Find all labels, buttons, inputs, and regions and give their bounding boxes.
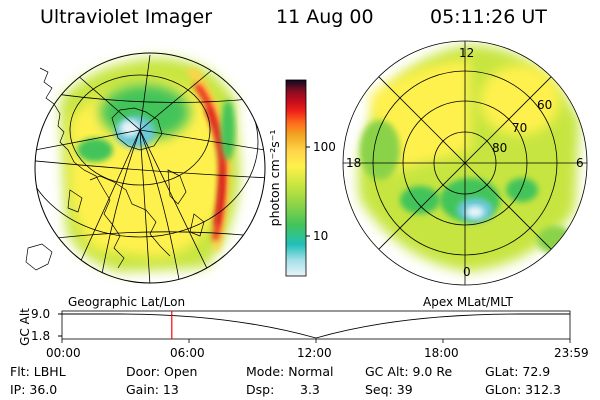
geographic-map bbox=[25, 52, 266, 284]
colorbar bbox=[285, 79, 310, 277]
colorbar-unit-label: photon cm⁻²s⁻¹ bbox=[266, 129, 282, 227]
door-status: Door: Open bbox=[126, 364, 198, 379]
filter-status: Flt: LBHL bbox=[10, 364, 66, 379]
time-tick-1200: 12:00 bbox=[297, 346, 332, 360]
gc-alt-status: GC Alt: 9.0 Re bbox=[365, 364, 453, 379]
colorbar-tick-10: 10 bbox=[313, 229, 329, 243]
glat-status: GLat: 72.9 bbox=[485, 364, 551, 379]
dsp-label: Dsp: bbox=[246, 382, 275, 397]
mlt-label-0: 0 bbox=[463, 265, 471, 279]
left-image-data bbox=[60, 57, 240, 272]
ip-status: IP: 36.0 bbox=[10, 382, 58, 397]
coastlines bbox=[25, 67, 205, 271]
altitude-curve bbox=[62, 313, 570, 339]
gain-status: Gain: 13 bbox=[126, 382, 179, 397]
mlt-label-6: 6 bbox=[576, 156, 584, 170]
alt-tick-high: 9.0 bbox=[31, 307, 51, 321]
timeline-axis-label: GC Alt bbox=[17, 308, 32, 346]
time-tick-0000: 00:00 bbox=[46, 346, 81, 360]
seq-status: Seq: 39 bbox=[365, 382, 413, 397]
time-tick-0600: 06:00 bbox=[170, 346, 205, 360]
dsp-value: 3.3 bbox=[300, 382, 320, 397]
polar-grid bbox=[342, 40, 588, 286]
mlat-label-80: 80 bbox=[492, 141, 508, 155]
time-ticks bbox=[61, 339, 571, 343]
instrument-title: Ultraviolet Imager bbox=[40, 6, 213, 28]
time-tick-2359: 23:59 bbox=[554, 346, 589, 360]
mlat-label-60: 60 bbox=[537, 98, 553, 112]
mlt-label-12: 12 bbox=[459, 46, 475, 60]
altitude-timeline bbox=[58, 310, 571, 343]
polar-map bbox=[342, 40, 588, 286]
glon-status: GLon: 312.3 bbox=[485, 382, 561, 397]
mode-status: Mode: Normal bbox=[246, 364, 334, 379]
mlt-label-18: 18 bbox=[346, 156, 362, 170]
time-tick-1800: 18:00 bbox=[424, 346, 459, 360]
colorbar-tick-100: 100 bbox=[313, 140, 336, 154]
left-panel-caption: Geographic Lat/Lon bbox=[68, 295, 186, 309]
time-label: 05:11:26 UT bbox=[430, 6, 547, 28]
date-label: 11 Aug 00 bbox=[276, 6, 374, 28]
right-panel-caption: Apex MLat/MLT bbox=[423, 295, 513, 309]
mlat-label-70: 70 bbox=[512, 121, 528, 135]
alt-tick-low: 1.8 bbox=[31, 329, 51, 343]
